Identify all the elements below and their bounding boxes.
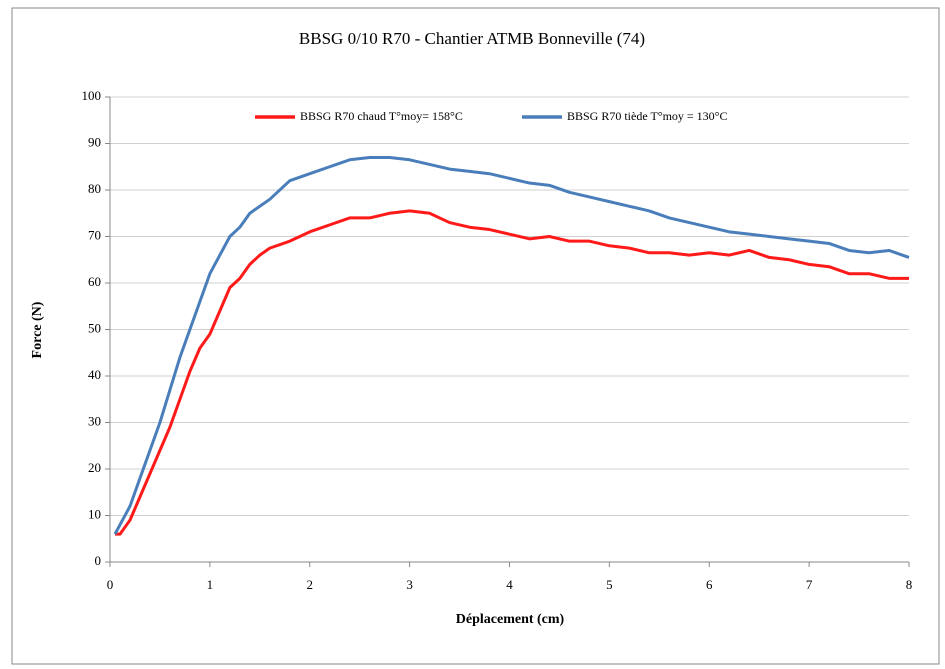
y-tick-label: 20: [88, 460, 101, 475]
y-tick-label: 0: [95, 553, 102, 568]
x-tick-label: 0: [107, 577, 114, 592]
legend-label: BBSG R70 tiède T°moy = 130°C: [567, 109, 728, 123]
x-tick-label: 1: [207, 577, 214, 592]
line-series: [113, 155, 910, 535]
y-tick-label: 40: [88, 367, 101, 382]
legend-label: BBSG R70 chaud T°moy= 158°C: [300, 109, 463, 123]
y-tick-label: 30: [88, 413, 101, 428]
x-tick-label: 2: [307, 577, 314, 592]
x-tick-label: 8: [906, 577, 913, 592]
x-tick-label: 4: [506, 577, 513, 592]
x-tick-label: 3: [406, 577, 413, 592]
y-axis-label: Force (N): [30, 301, 45, 358]
x-tick-label: 5: [606, 577, 613, 592]
y-tick-label: 90: [88, 134, 101, 149]
y-tick-label: 60: [88, 274, 101, 289]
y-tick-label: 70: [88, 227, 101, 242]
line-series: [114, 209, 909, 536]
y-tick-label: 10: [88, 506, 101, 521]
y-tick-label: 100: [82, 88, 102, 103]
y-tick-label: 50: [88, 320, 101, 335]
y-tick-label: 80: [88, 181, 101, 196]
x-tick-label: 7: [806, 577, 813, 592]
chart-title: BBSG 0/10 R70 - Chantier ATMB Bonneville…: [299, 29, 645, 48]
chart-frame: [11, 7, 940, 665]
x-axis-label: Déplacement (cm): [456, 612, 565, 627]
x-tick-label: 6: [706, 577, 713, 592]
